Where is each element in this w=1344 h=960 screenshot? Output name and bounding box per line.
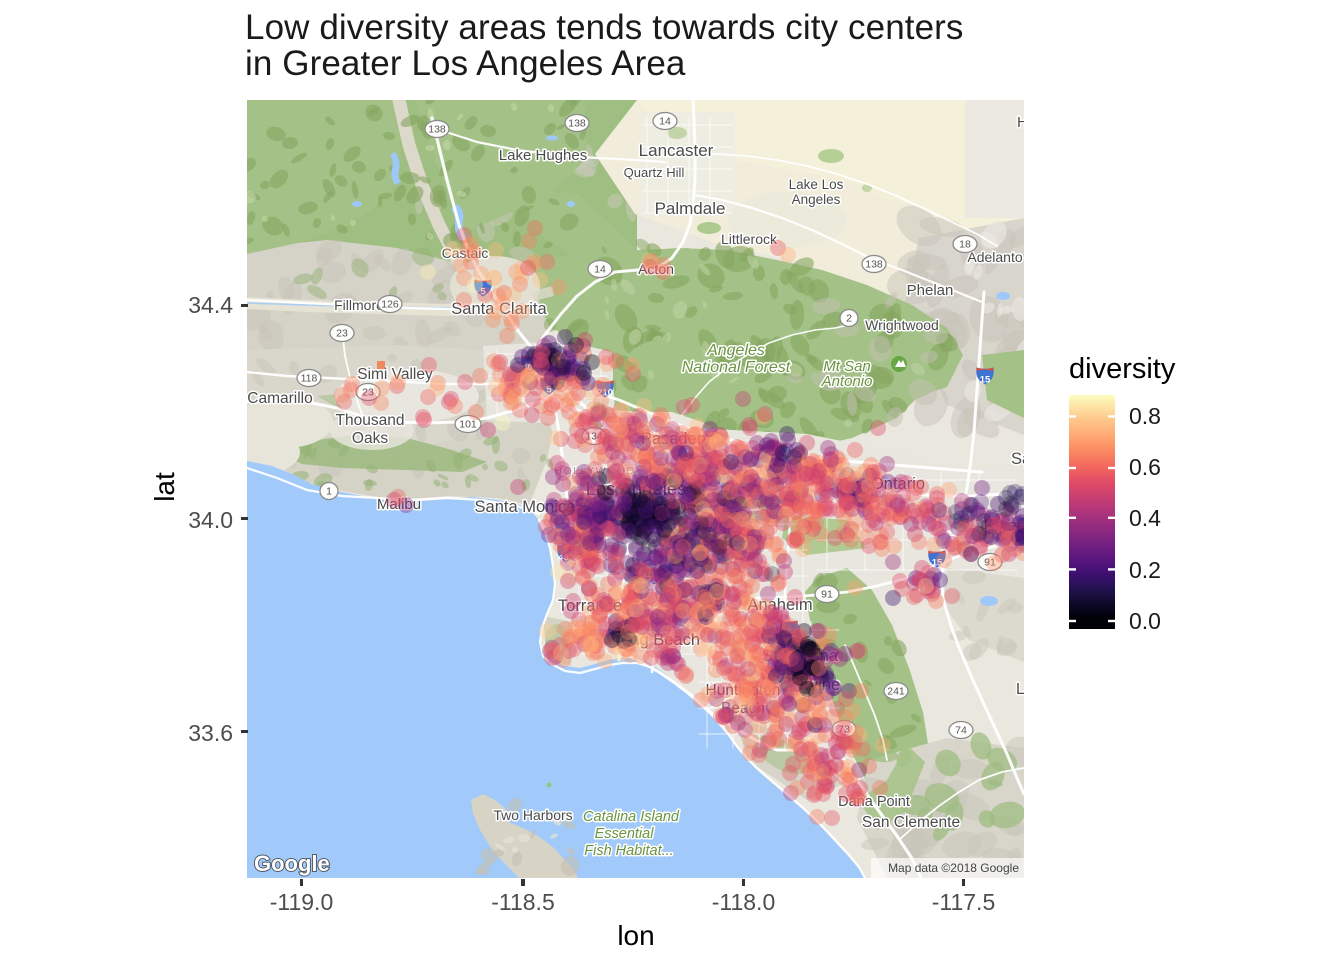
svg-text:Google: Google [254,851,330,876]
svg-text:74: 74 [955,725,967,737]
svg-text:73: 73 [838,724,850,736]
svg-text:5: 5 [480,287,486,298]
svg-text:Santa Monica: Santa Monica [475,498,577,516]
svg-text:138: 138 [865,259,883,271]
svg-text:Ontario: Ontario [871,475,925,493]
svg-text:Catalina Island: Catalina Island [583,809,680,825]
svg-text:710: 710 [646,575,662,586]
svg-text:Thousand: Thousand [336,412,405,429]
svg-text:23: 23 [336,328,348,340]
svg-text:15: 15 [932,558,943,569]
svg-text:Map data ©2018 Google: Map data ©2018 Google [888,861,1019,875]
svg-text:118: 118 [301,373,318,385]
svg-text:Angeles: Angeles [792,192,841,207]
svg-text:134: 134 [585,431,603,443]
svg-text:605: 605 [710,506,727,517]
svg-text:Antonio: Antonio [821,373,873,390]
svg-text:Adelanto: Adelanto [967,249,1022,265]
svg-text:Torrance: Torrance [558,597,622,615]
svg-text:210: 210 [597,388,613,399]
svg-text:Mt San: Mt San [823,358,871,375]
svg-text:HOLLYWOOD: HOLLYWOOD [555,465,636,477]
svg-text:Fish Habitat...: Fish Habitat... [584,843,673,859]
svg-text:Los Angeles: Los Angeles [586,478,687,499]
svg-text:Irvine: Irvine [800,676,840,694]
svg-text:Phelan: Phelan [907,282,954,299]
svg-text:101: 101 [459,419,477,431]
svg-text:15: 15 [980,375,991,386]
svg-text:Anaheim: Anaheim [747,596,812,614]
svg-text:Santa Ana: Santa Ana [762,647,839,665]
svg-text:14: 14 [659,116,671,128]
svg-text:Palmdale: Palmdale [655,199,726,218]
svg-text:San: San [1011,450,1024,468]
svg-text:Littlerock: Littlerock [721,231,778,247]
svg-text:Essential: Essential [595,826,655,842]
svg-text:5: 5 [786,628,792,639]
svg-text:Lake: Lake [1016,681,1024,698]
svg-text:23: 23 [362,387,374,399]
svg-text:National Forest: National Forest [682,359,791,376]
svg-text:He: He [1017,114,1024,131]
svg-text:138: 138 [428,124,446,136]
svg-text:Lake Hughes: Lake Hughes [499,147,587,164]
svg-text:Lake Los: Lake Los [789,177,844,192]
svg-text:405: 405 [558,553,575,564]
svg-text:Camarillo: Camarillo [247,390,312,407]
svg-text:1: 1 [326,486,332,498]
svg-text:210: 210 [770,451,786,462]
svg-text:126: 126 [381,299,399,311]
svg-text:91: 91 [821,589,833,601]
svg-text:Acton: Acton [638,261,674,277]
svg-text:Castaic: Castaic [442,245,489,261]
svg-text:91: 91 [984,557,996,569]
svg-text:241: 241 [887,686,905,698]
svg-text:Huntington: Huntington [706,682,781,699]
svg-text:River: River [984,517,1023,535]
svg-text:Long Beach: Long Beach [612,631,700,649]
svg-text:5: 5 [546,385,552,396]
svg-text:San Clemente: San Clemente [862,814,960,831]
svg-text:Two Harbors: Two Harbors [493,807,572,823]
svg-text:Oaks: Oaks [352,430,388,447]
svg-text:Malibu: Malibu [377,496,421,513]
svg-text:2: 2 [846,313,852,325]
svg-text:Beach: Beach [721,700,765,717]
svg-text:Fillmore: Fillmore [334,297,384,313]
svg-text:Angeles: Angeles [706,342,765,359]
svg-text:Dana Point: Dana Point [838,794,910,810]
svg-text:Quartz Hill: Quartz Hill [624,165,685,180]
svg-text:14: 14 [594,264,606,276]
svg-text:138: 138 [568,118,586,130]
svg-text:Lancaster: Lancaster [639,141,714,160]
svg-text:18: 18 [959,239,971,251]
svg-text:Simi Valley: Simi Valley [357,366,433,383]
svg-text:405: 405 [522,363,539,374]
svg-text:Santa Clarita: Santa Clarita [451,300,547,318]
svg-text:Pasadena: Pasadena [641,430,716,448]
svg-text:Wrightwood: Wrightwood [865,317,939,333]
